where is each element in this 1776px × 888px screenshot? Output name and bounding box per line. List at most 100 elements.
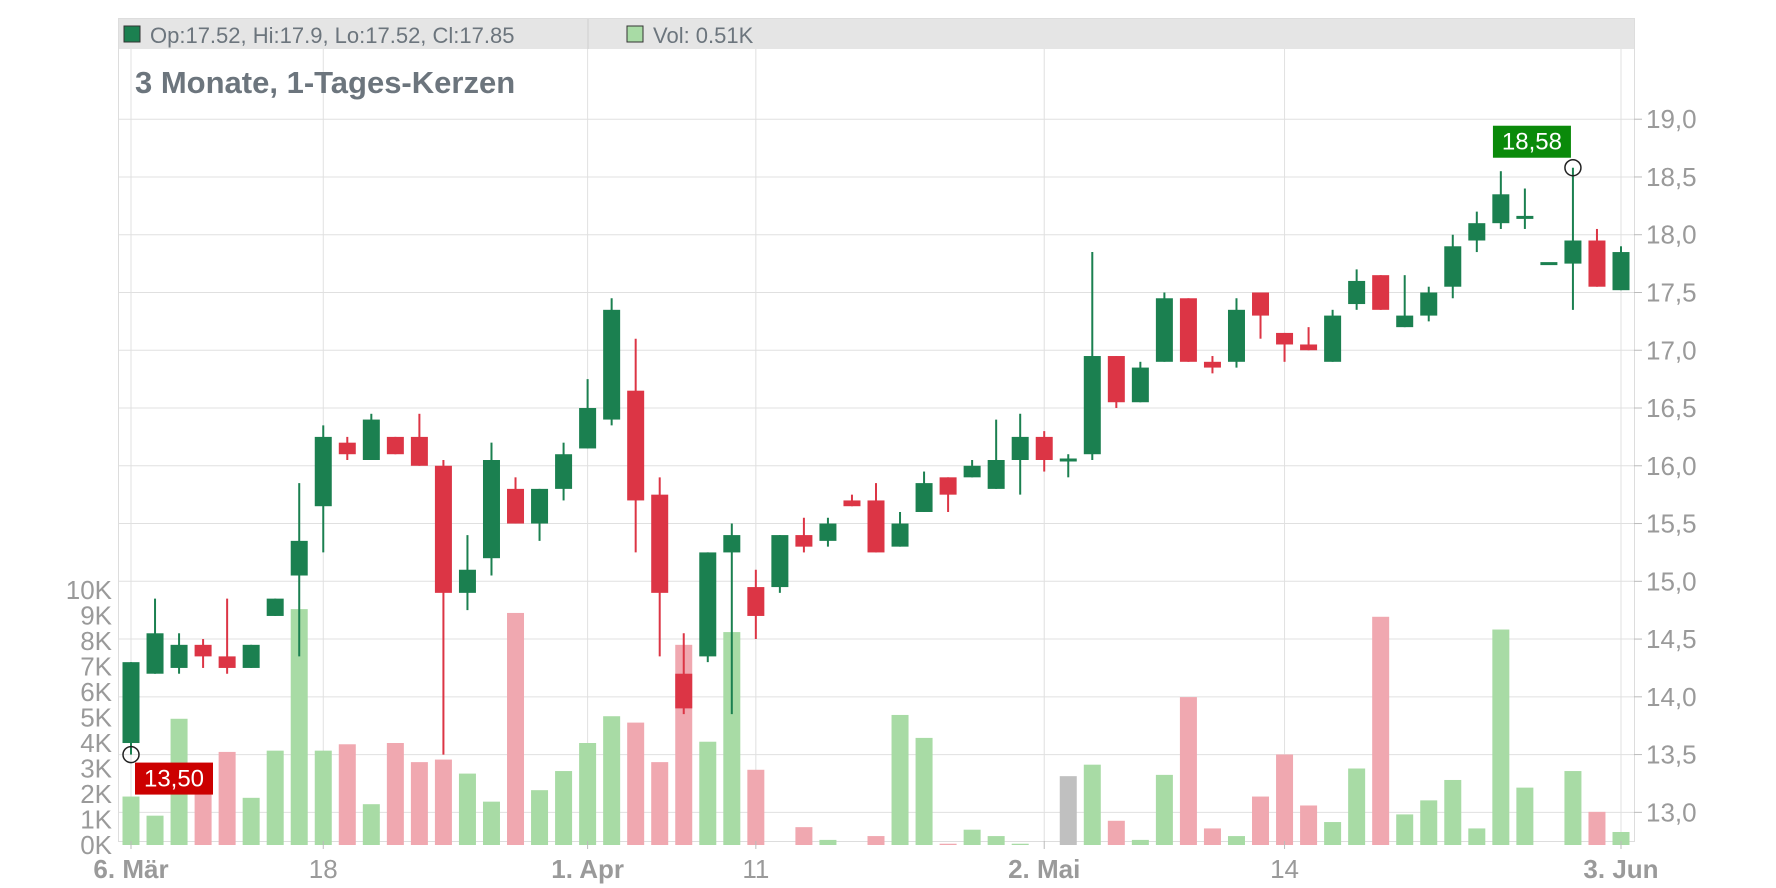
volume-bar — [290, 609, 308, 845]
date-tick-label: 3. Jun — [1583, 854, 1658, 884]
candle-body — [1155, 298, 1173, 362]
max-marker — [1564, 158, 1582, 177]
date-axis: 6. Mär 18 1. Apr 11 2. Mai 14 3. Jun — [93, 841, 1659, 884]
volume-bar — [458, 773, 476, 845]
candle-body — [218, 656, 236, 668]
candle-body — [1276, 332, 1294, 345]
legend-header: Op:17.52, Hi:17.9, Lo:17.52, Cl:17.85 Vo… — [119, 19, 1634, 49]
date-tick-label: 11 — [742, 854, 769, 884]
volume-bar — [747, 769, 765, 845]
max-badge — [1492, 125, 1571, 158]
candle-body — [627, 390, 645, 501]
volume-bar — [939, 843, 957, 845]
volume-tick-label: 6K — [80, 677, 112, 707]
volume-tick-label: 2K — [80, 779, 112, 809]
date-tick-label: 2. Mai — [1008, 854, 1080, 884]
date-tick-label: 1. Apr — [551, 854, 624, 884]
candle-body — [963, 465, 981, 478]
volume-bar — [1179, 697, 1197, 845]
volume-tick-label: 8K — [80, 626, 112, 656]
candle-body — [410, 436, 428, 466]
volume-bar — [386, 743, 404, 845]
candle-body — [699, 552, 717, 657]
candle-body — [1516, 215, 1534, 219]
candle-body — [362, 419, 380, 460]
ohlc-label: Op:17.52, Hi:17.9, Lo:17.52, Cl:17.85 — [150, 23, 514, 48]
price-tick-label: 15,5 — [1646, 509, 1697, 539]
volume-bar — [603, 716, 621, 845]
volume-bar — [579, 743, 597, 845]
volume-bar — [963, 829, 981, 845]
volume-bar — [915, 737, 933, 845]
candle-body — [1131, 367, 1149, 403]
candle-body — [987, 460, 1005, 489]
candle-body — [1468, 223, 1486, 241]
price-tick-label: 19,0 — [1646, 104, 1697, 134]
candle-body — [675, 673, 693, 709]
volume-bars — [122, 609, 1630, 845]
volume-bar — [1564, 771, 1582, 845]
volume-bar — [1444, 779, 1462, 845]
plot-frame — [118, 18, 1635, 842]
candle-body — [1420, 292, 1438, 316]
candle-body — [507, 488, 525, 524]
candle-body — [555, 454, 573, 489]
candle-body — [1372, 275, 1390, 310]
candle-body — [1348, 280, 1366, 305]
price-tick-label: 16,5 — [1646, 393, 1697, 423]
header-bar — [119, 19, 1634, 49]
extreme-annotations: 18,58 13,50 — [122, 125, 1582, 795]
volume-bar — [1276, 754, 1294, 845]
volume-bar — [410, 762, 428, 845]
volume-bar — [362, 804, 380, 845]
candle-body — [531, 488, 549, 524]
candle-body — [1444, 246, 1462, 287]
candle-body — [290, 540, 308, 576]
volume-bar — [1131, 839, 1149, 845]
volume-bar — [1588, 811, 1606, 845]
volume-tick-label: 7K — [80, 652, 112, 682]
candle-body — [338, 442, 356, 455]
candle-body — [1588, 240, 1606, 287]
candle-body — [170, 644, 188, 668]
volume-bar — [1107, 820, 1125, 845]
volume-bar — [314, 750, 332, 845]
candle-body — [1492, 194, 1510, 224]
candle-body — [1059, 458, 1077, 462]
volume-bar — [507, 612, 525, 845]
volume-tick-label: 1K — [80, 805, 112, 835]
volume-bar — [1468, 828, 1486, 845]
candle-body — [1179, 298, 1197, 362]
volume-bar — [338, 744, 356, 845]
candle-body — [242, 644, 260, 668]
volume-tick-label: 5K — [80, 703, 112, 733]
volume-bar — [1372, 616, 1390, 845]
volume-bar — [1348, 768, 1366, 845]
volume-bar — [1059, 776, 1077, 845]
volume-tick-label: 0K — [80, 830, 112, 860]
price-candles — [122, 167, 1630, 755]
volume-label: Vol: 0.51K — [653, 23, 754, 48]
candle-body — [1035, 436, 1053, 460]
chart-title: 3 Monate, 1-Tages-Kerzen — [135, 65, 515, 100]
volume-bar — [819, 839, 837, 845]
candle-body — [266, 598, 284, 616]
price-tick-label: 18,5 — [1646, 162, 1697, 192]
price-tick-label: 14,0 — [1646, 682, 1697, 712]
volume-bar — [723, 632, 741, 845]
price-tick-label: 15,0 — [1646, 566, 1697, 596]
volume-swatch — [626, 25, 644, 43]
volume-bar — [242, 797, 260, 845]
candle-body — [1564, 240, 1582, 264]
min-marker — [122, 745, 140, 764]
candle-body — [482, 460, 500, 559]
volume-bar — [651, 762, 669, 845]
volume-bar — [987, 836, 1005, 845]
volume-bar — [795, 827, 813, 845]
volume-bar — [1324, 822, 1342, 845]
volume-bar — [1083, 764, 1101, 845]
price-tick-label: 17,5 — [1646, 277, 1697, 307]
volume-bar — [1420, 800, 1438, 845]
